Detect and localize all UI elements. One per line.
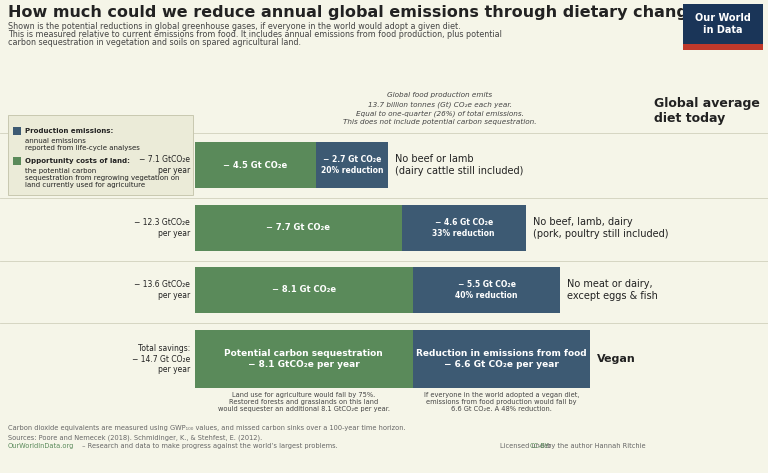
Bar: [13, 127, 21, 135]
Text: − 4.6 Gt CO₂e
33% reduction: − 4.6 Gt CO₂e 33% reduction: [432, 219, 495, 238]
Text: No meat or dairy,
except eggs & fish: No meat or dairy, except eggs & fish: [568, 279, 658, 301]
Bar: [683, 44, 763, 50]
Text: − 12.3 GtCO₂e
per year: − 12.3 GtCO₂e per year: [134, 219, 190, 238]
Bar: [195, 267, 412, 313]
Text: How much could we reduce annual global emissions through dietary change?: How much could we reduce annual global e…: [8, 5, 708, 20]
Text: − 7.1 GtCO₂e
per year: − 7.1 GtCO₂e per year: [139, 155, 190, 175]
Text: 13.7 billion tonnes (Gt) CO₂e each year.: 13.7 billion tonnes (Gt) CO₂e each year.: [368, 101, 512, 108]
Bar: [8, 115, 193, 195]
Text: Carbon dioxide equivalents are measured using GWP₁₀₀ values, and missed carbon s: Carbon dioxide equivalents are measured …: [8, 425, 406, 431]
Text: Our World
in Data: Our World in Data: [695, 13, 751, 35]
Text: Global food production emits: Global food production emits: [387, 92, 492, 98]
Text: Equal to one-quarter (26%) of total emissions.: Equal to one-quarter (26%) of total emis…: [356, 110, 524, 117]
Bar: [683, 4, 763, 50]
Bar: [412, 267, 561, 313]
Text: − 5.5 Gt CO₂e
40% reduction: − 5.5 Gt CO₂e 40% reduction: [455, 280, 518, 300]
Text: Potential carbon sequestration
− 8.1 GtCO₂e per year: Potential carbon sequestration − 8.1 GtC…: [224, 349, 383, 368]
Text: − 8.1 Gt CO₂e: − 8.1 Gt CO₂e: [272, 286, 336, 295]
Text: If everyone in the world adopted a vegan diet,
emissions from food production wo: If everyone in the world adopted a vegan…: [424, 392, 579, 412]
Bar: [195, 330, 412, 388]
Text: Opportunity costs of land:: Opportunity costs of land:: [25, 158, 130, 164]
Text: the potential carbon
sequestration from regrowing vegetation on
land currently u: the potential carbon sequestration from …: [25, 168, 180, 188]
Text: Production emissions:: Production emissions:: [25, 128, 113, 134]
Text: Reduction in emissions from food
− 6.6 Gt CO₂e per year: Reduction in emissions from food − 6.6 G…: [416, 349, 587, 368]
Text: CC-BY: CC-BY: [530, 443, 550, 449]
Text: Shown is the potential reductions in global greenhouse gases, if everyone in the: Shown is the potential reductions in glo…: [8, 22, 461, 31]
Bar: [195, 205, 402, 251]
Text: No beef, lamb, dairy
(pork, poultry still included): No beef, lamb, dairy (pork, poultry stil…: [532, 217, 668, 239]
Text: – Research and data to make progress against the world’s largest problems.: – Research and data to make progress aga…: [80, 443, 338, 449]
Text: carbon sequestration in vegetation and soils on spared agricultural land.: carbon sequestration in vegetation and s…: [8, 38, 301, 47]
Text: − 13.6 GtCO₂e
per year: − 13.6 GtCO₂e per year: [134, 280, 190, 300]
Text: Sources: Poore and Nemecek (2018). Schmidinger, K., & Stehfest, E. (2012).: Sources: Poore and Nemecek (2018). Schmi…: [8, 434, 262, 440]
Text: − 2.7 Gt CO₂e
20% reduction: − 2.7 Gt CO₂e 20% reduction: [321, 155, 383, 175]
Text: Land use for agriculture would fall by 75%.
Restored forests and grasslands on t: Land use for agriculture would fall by 7…: [218, 392, 390, 412]
Text: Global average
diet today: Global average diet today: [654, 97, 760, 125]
Text: annual emissions
reported from life-cycle analyses: annual emissions reported from life-cycl…: [25, 138, 140, 151]
Bar: [402, 205, 525, 251]
Bar: [412, 330, 590, 388]
Text: OurWorldInData.org: OurWorldInData.org: [8, 443, 74, 449]
Text: This is measured relative to current emissions from food. It includes annual emi: This is measured relative to current emi…: [8, 30, 502, 39]
Text: − 4.5 Gt CO₂e: − 4.5 Gt CO₂e: [223, 160, 287, 169]
Text: by the author Hannah Ritchie: by the author Hannah Ritchie: [545, 443, 646, 449]
Text: Licensed under: Licensed under: [500, 443, 553, 449]
Text: This does not include potential carbon sequestration.: This does not include potential carbon s…: [343, 119, 537, 125]
Text: Total savings:
− 14.7 Gt CO₂e
per year: Total savings: − 14.7 Gt CO₂e per year: [132, 344, 190, 374]
Bar: [195, 142, 316, 188]
Bar: [316, 142, 389, 188]
Bar: [13, 157, 21, 165]
Text: Vegan: Vegan: [597, 354, 636, 364]
Text: − 7.7 Gt CO₂e: − 7.7 Gt CO₂e: [266, 224, 330, 233]
Text: No beef or lamb
(dairy cattle still included): No beef or lamb (dairy cattle still incl…: [396, 154, 524, 176]
